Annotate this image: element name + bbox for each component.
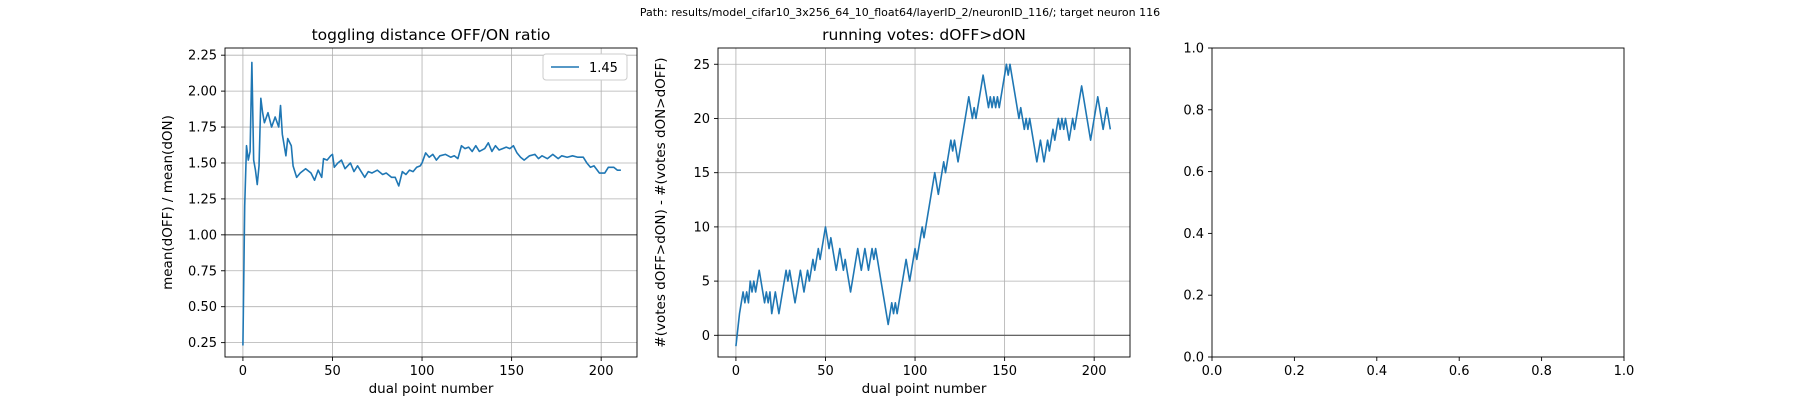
series-line (735, 63, 1112, 347)
x-tick-label: 150 (992, 364, 1017, 379)
x-tick-label: 200 (589, 364, 614, 379)
axes-frame (717, 47, 1131, 358)
x-tick-label: 1.0 (1614, 364, 1635, 379)
x-tick-label: 0.0 (1202, 364, 1223, 379)
x-tick-label: 0 (239, 364, 247, 379)
y-axis-label: mean(dOFF) / mean(dON) (160, 115, 176, 290)
panel-toggling-ratio: 0 50 100 150 200 0.25 0.50 0.75 1.00 1.25 1.50 1.75… (160, 26, 638, 397)
x-tick-label: 50 (817, 364, 834, 379)
x-axis-label: dual point number (862, 381, 987, 397)
y-tick-label: 0.25 (188, 336, 217, 351)
chart-title: toggling distance OFF/ON ratio (312, 26, 551, 44)
y-tick-label: 0 (702, 329, 710, 344)
y-tick-label: 0.2 (1183, 289, 1204, 304)
y-tick-label: 1.50 (188, 156, 217, 171)
y-tick-label: 1.0 (1183, 42, 1204, 57)
x-axis-label: dual point number (369, 381, 494, 397)
x-tick-label: 50 (324, 364, 341, 379)
x-tick-label: 0.8 (1531, 364, 1552, 379)
y-tick-label: 0.0 (1183, 351, 1204, 366)
y-axis-label: #(votes dOFF>dON) - #(votes dON>dOFF) (653, 57, 669, 347)
y-tick-label: 2.25 (188, 49, 217, 64)
y-tick-label: 20 (693, 112, 710, 127)
panel-running-votes: 0 50 100 150 200 0 5 10 15 20 25 running votes: dOF… (653, 26, 1131, 397)
x-tick-label: 0.4 (1366, 364, 1387, 379)
y-tick-label: 2.00 (188, 85, 217, 100)
y-tick-label: 25 (693, 58, 710, 73)
x-tick-label: 150 (499, 364, 524, 379)
panel-empty-axes: 0.0 0.2 0.4 0.6 0.8 1.0 0.0 0.2 0.4 0.6 0.8 1.0 (1183, 42, 1634, 380)
figure-suptitle: Path: results/model_cifar10_3x256_64_10_… (639, 6, 1161, 19)
y-tick-label: 10 (693, 220, 710, 235)
y-tick-label: 0.50 (188, 300, 217, 315)
y-tick-label: 0.6 (1183, 165, 1204, 180)
x-tick-label: 100 (410, 364, 435, 379)
y-tick-label: 5 (702, 275, 710, 290)
x-tick-label: 0.2 (1284, 364, 1305, 379)
x-tick-label: 0 (732, 364, 740, 379)
series-line (242, 61, 621, 346)
x-tick-label: 200 (1082, 364, 1107, 379)
x-tick-label: 100 (903, 364, 928, 379)
y-tick-label: 0.8 (1183, 103, 1204, 118)
y-tick-label: 15 (693, 166, 710, 181)
y-tick-label: 0.75 (188, 264, 217, 279)
legend-label: 1.45 (589, 61, 618, 76)
axes-frame (1211, 47, 1625, 358)
chart-title: running votes: dOFF>dON (822, 26, 1026, 44)
y-tick-label: 1.25 (188, 192, 217, 207)
y-tick-label: 1.75 (188, 121, 217, 136)
y-tick-label: 0.4 (1183, 227, 1204, 242)
axes-frame (224, 47, 638, 358)
legend-box (542, 53, 628, 81)
x-tick-label: 0.6 (1449, 364, 1470, 379)
y-tick-label: 1.00 (188, 228, 217, 243)
